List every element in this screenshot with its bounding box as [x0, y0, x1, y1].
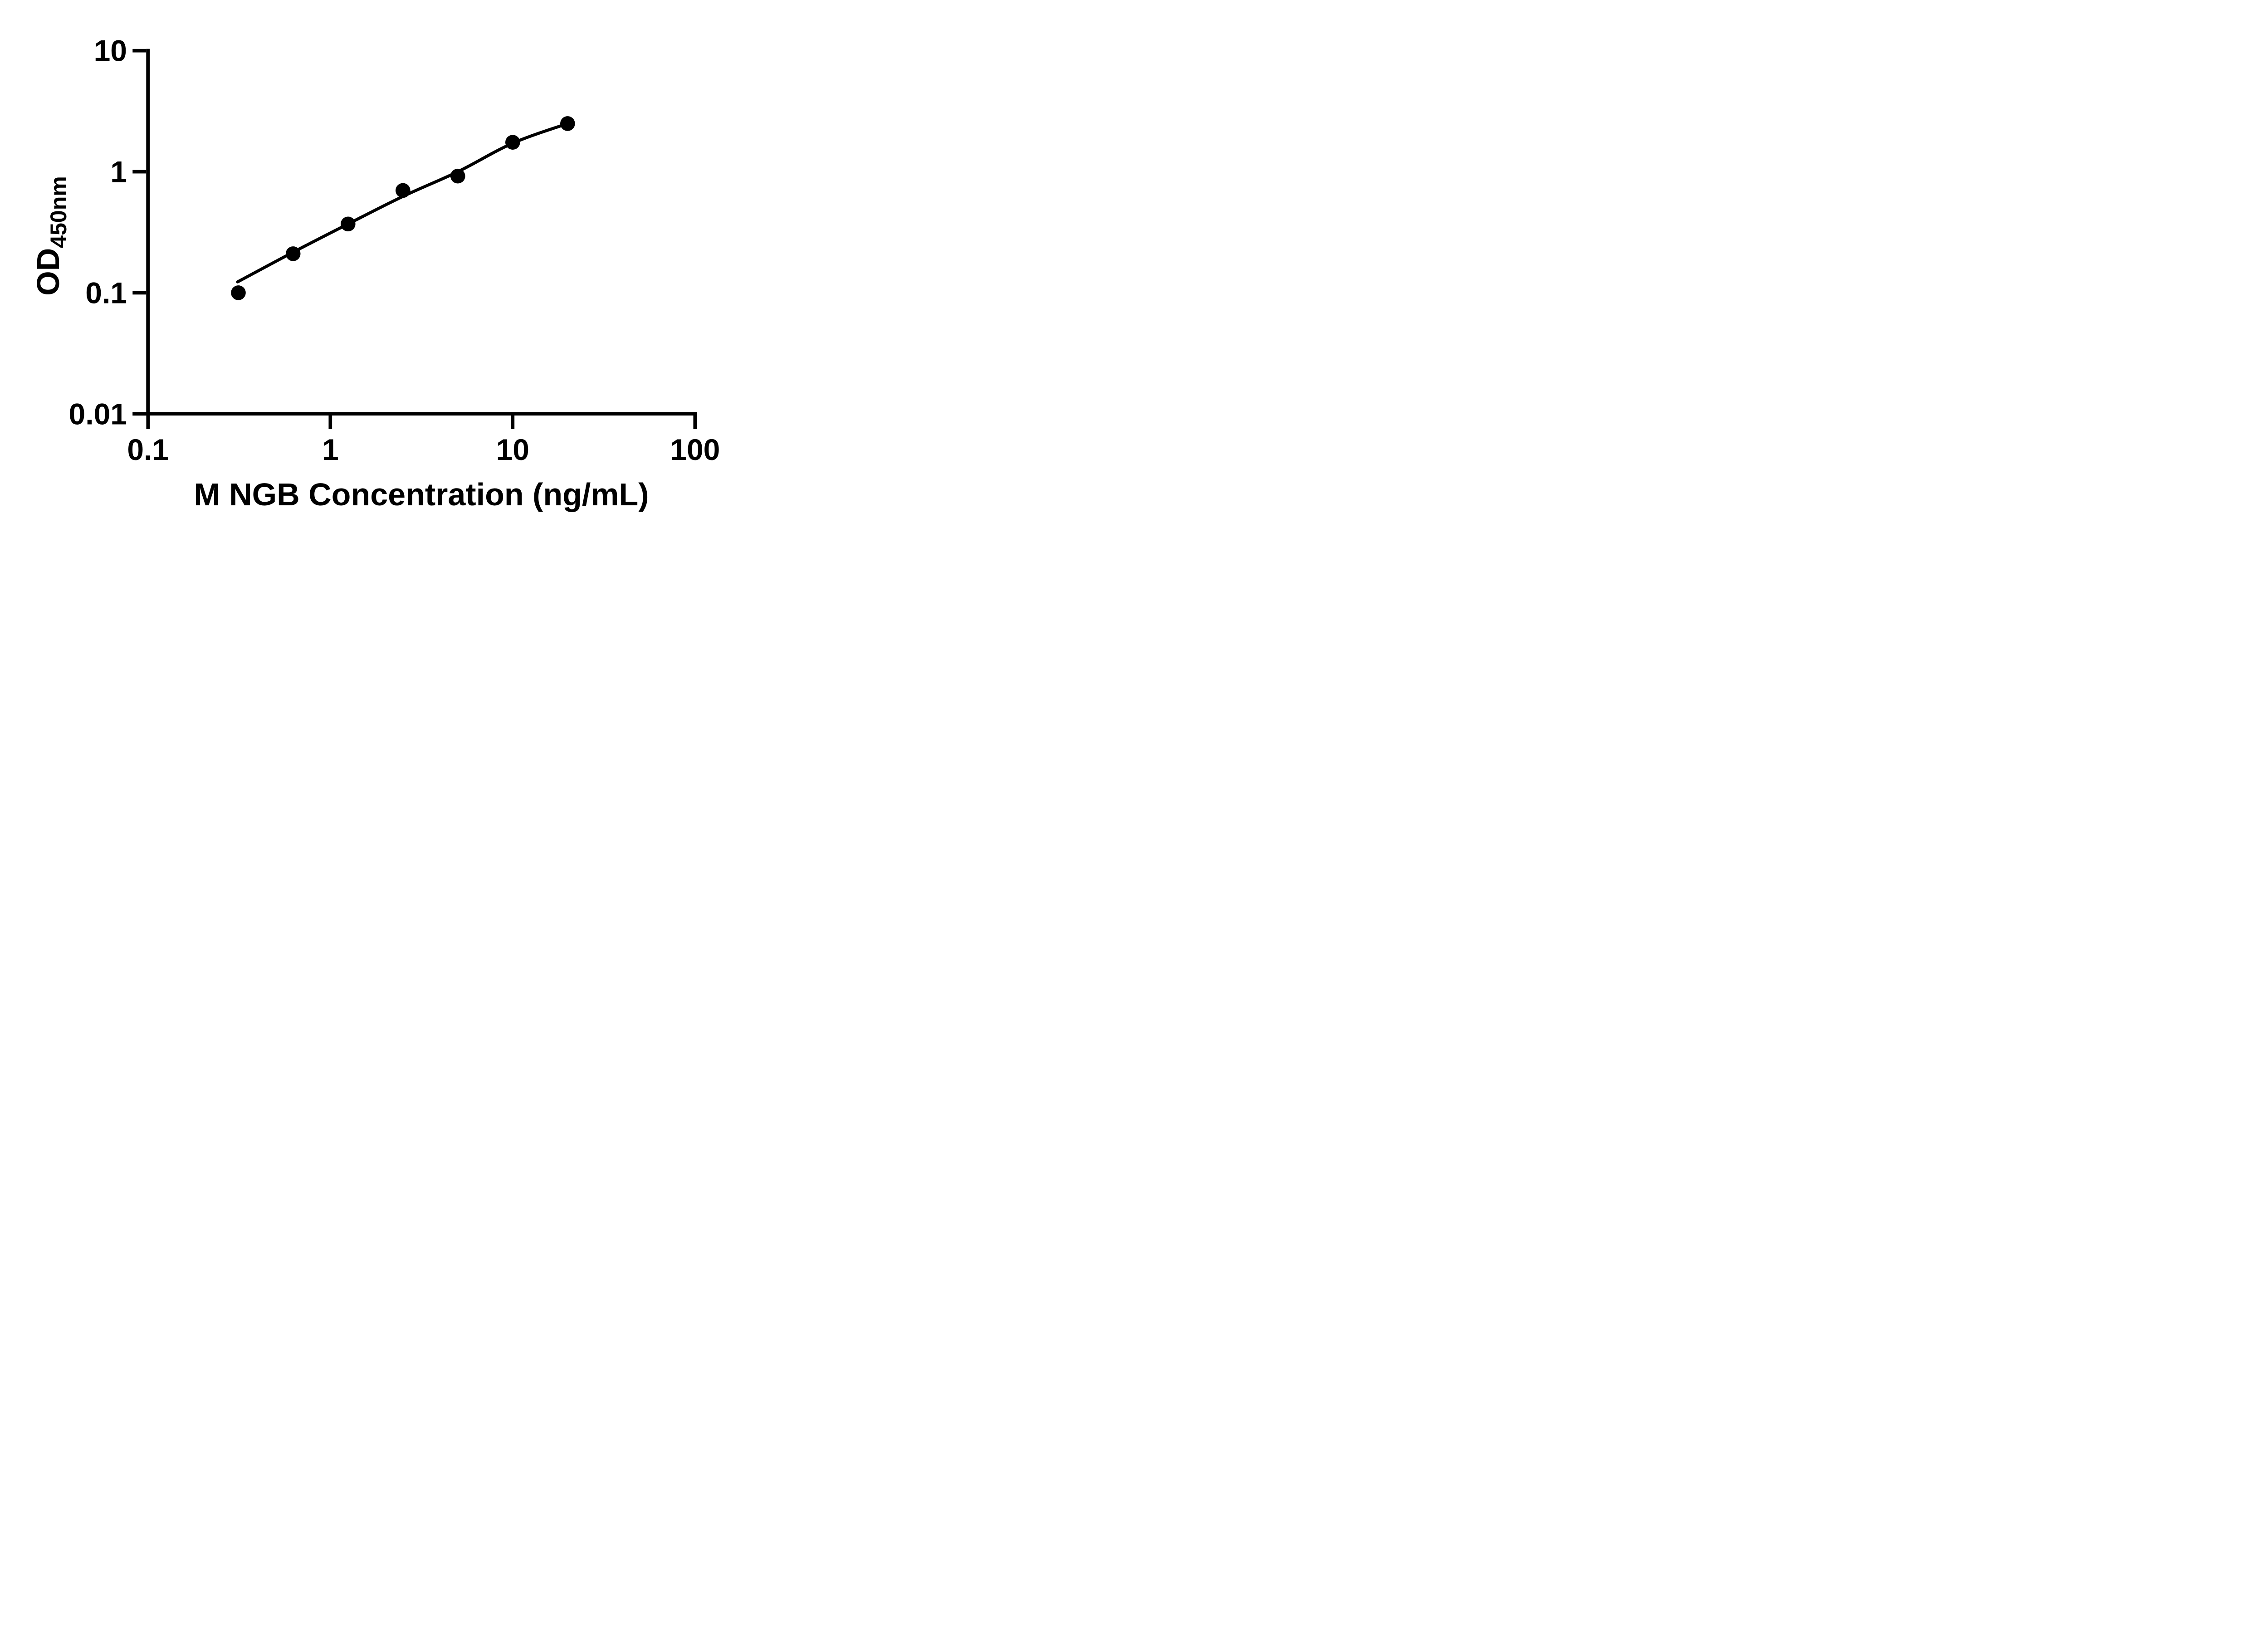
x-axis-line: [132, 412, 697, 416]
ticks: [132, 49, 697, 429]
plot-area: [231, 116, 575, 300]
x-tick-label: 1: [322, 433, 339, 466]
x-tick-label: 0.1: [127, 433, 169, 466]
data-point: [341, 216, 356, 232]
y-tick: [132, 412, 147, 416]
y-tick: [132, 49, 147, 53]
x-tick-label: 10: [496, 433, 529, 466]
elisa-standard-curve-figure: 10 1 0.1 0.01 0.1 1 10 100 M NGB Concentration …: [0, 0, 776, 544]
y-axis-title-subscript: 450nm: [46, 176, 71, 248]
x-tick: [146, 416, 150, 429]
x-tick-label: 100: [670, 433, 720, 466]
data-point: [396, 183, 411, 198]
x-axis-title: M NGB Concentration (ng/mL): [194, 477, 649, 512]
y-axis-title: OD450nm: [30, 176, 71, 295]
data-point: [450, 168, 465, 184]
y-tick: [132, 170, 147, 174]
x-tick: [328, 416, 332, 429]
data-point: [505, 135, 520, 150]
y-axis-line: [146, 49, 150, 416]
y-tick-label: 1: [110, 155, 127, 189]
data-point: [560, 116, 575, 131]
data-point: [285, 246, 301, 261]
y-axis-title-main: OD: [30, 248, 66, 296]
data-point: [231, 285, 246, 300]
y-tick: [132, 291, 147, 295]
x-tick: [693, 416, 697, 429]
y-tick-label: 10: [94, 34, 127, 68]
x-tick: [511, 416, 515, 429]
axes: [132, 49, 697, 416]
y-tick-label: 0.01: [69, 397, 127, 430]
y-tick-label: 0.1: [85, 276, 127, 309]
